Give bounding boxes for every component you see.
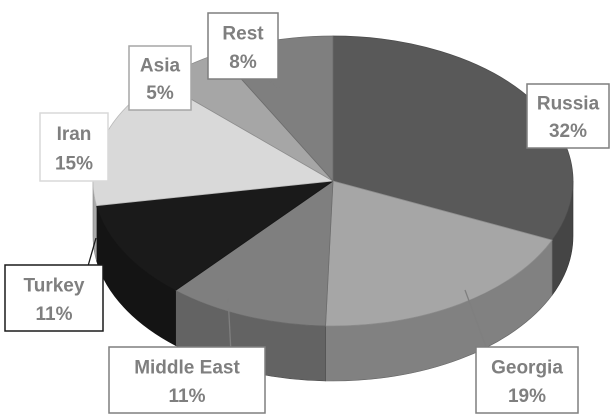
- category-label: Rest: [222, 23, 264, 44]
- pie-slice-georgia: [325, 180, 553, 327]
- pie-slice-turkey: [95, 180, 334, 291]
- leader-line-middle-east: [227, 295, 232, 348]
- data-label-iran: Iran 15%: [39, 112, 109, 182]
- data-label-box: [4, 264, 104, 332]
- category-label: Turkey: [24, 275, 85, 296]
- data-label-box: [475, 346, 579, 414]
- data-label-box: [108, 346, 266, 414]
- data-labels: Russia 32% Georgia 19% Middle East 11% Turkey 1…: [4, 12, 610, 414]
- leader-line-turkey: [87, 237, 97, 266]
- data-label-rest: Rest 8%: [207, 12, 279, 80]
- value-label: 5%: [146, 83, 174, 104]
- data-label-asia: Asia 5%: [128, 45, 192, 111]
- leader-line-georgia: [464, 289, 487, 348]
- leader-lines: [87, 78, 487, 348]
- category-label: Russia: [537, 94, 600, 115]
- category-label: Iran: [57, 124, 92, 145]
- value-label: 32%: [549, 121, 587, 142]
- data-label-turkey: Turkey 11%: [4, 264, 104, 332]
- category-label: Middle East: [134, 357, 240, 378]
- value-label: 11%: [36, 304, 73, 325]
- category-label: Georgia: [491, 357, 563, 378]
- value-label: 11%: [169, 386, 206, 407]
- data-label-russia: Russia 32%: [526, 83, 610, 149]
- pie-slice-middle-east: [174, 180, 334, 327]
- data-label-middle-east: Middle East 11%: [108, 346, 266, 414]
- data-label-box: [128, 45, 192, 111]
- value-label: 19%: [508, 386, 546, 407]
- data-label-box: [39, 112, 109, 182]
- category-label: Asia: [140, 56, 181, 77]
- value-label: 15%: [55, 153, 93, 174]
- leader-line-rest: [267, 78, 282, 91]
- data-label-georgia: Georgia 19%: [475, 346, 579, 414]
- data-label-box: [526, 83, 610, 149]
- data-label-box: [207, 12, 279, 80]
- value-label: 8%: [229, 52, 257, 73]
- leader-line-asia: [190, 93, 206, 107]
